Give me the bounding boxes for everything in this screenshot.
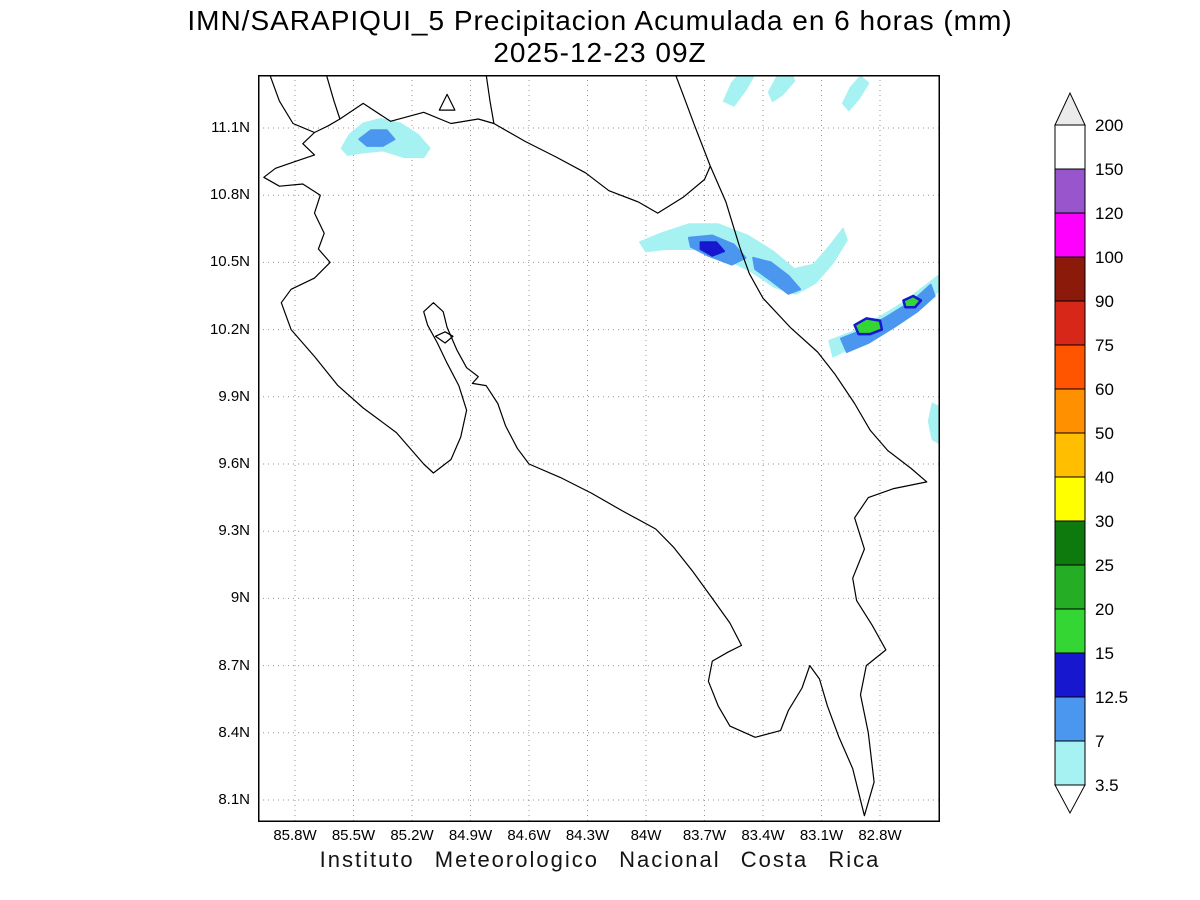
precip-patch-top-streak-1 (723, 75, 756, 107)
colorbar-band (1054, 168, 1086, 214)
precip-patches (340, 75, 940, 445)
lon-tick-label: 83.7W (682, 827, 727, 844)
colorbar-tick-label: 30 (1095, 512, 1114, 531)
colorbar-tick-label: 50 (1095, 424, 1114, 443)
lon-tick-label: 83.1W (799, 827, 844, 844)
precip-patch-se-band-blue (840, 283, 936, 353)
map-canvas (258, 75, 940, 822)
colorbar-tick-label: 15 (1095, 644, 1114, 663)
precip-patch-se-green-1 (853, 317, 884, 336)
colorbar-band (1054, 520, 1086, 566)
pacific-caribbean-coastline (263, 75, 928, 817)
colorbar-tick-label: 40 (1095, 468, 1114, 487)
colorbar-tick-label: 90 (1095, 292, 1114, 311)
lat-tick-label: 8.4N (218, 723, 250, 741)
colorbar-band (1054, 344, 1086, 390)
lon-tick-label: 84.6W (507, 827, 551, 844)
plot-frame (258, 75, 940, 822)
colorbar-band (1054, 564, 1086, 610)
colorbar-tick-label: 100 (1095, 248, 1123, 267)
solentiname-island (438, 93, 456, 111)
gridlines (258, 75, 940, 822)
colorbar-band (1054, 476, 1086, 522)
precip-patch-east-edge-sliver (927, 402, 940, 445)
colorbar-band (1054, 608, 1086, 654)
colorbar-band (1054, 740, 1086, 786)
lat-tick-label: 8.7N (218, 656, 250, 674)
precip-patch-central-band-blue-east (752, 256, 802, 295)
colorbar-tick-label: 150 (1095, 160, 1123, 179)
lat-tick-label: 8.1N (218, 791, 250, 808)
colorbar-band (1054, 300, 1086, 346)
footer-caption: Instituto Meteorologico Nacional Costa R… (319, 847, 881, 872)
precip-patch-nw-blob-blue (358, 129, 396, 147)
lon-tick-label: 82.8W (858, 827, 902, 844)
chart-subtitle: 2025-12-23 09Z (493, 37, 707, 68)
lat-tick-label: 9.9N (218, 387, 250, 405)
precip-patch-central-band-core (699, 241, 725, 257)
lon-tick-label: 85.2W (390, 827, 434, 844)
colorbar-band (1054, 432, 1086, 478)
precip-patch-se-green-2 (902, 294, 923, 309)
colorbar-band (1054, 256, 1086, 302)
colorbar-band (1054, 212, 1086, 258)
lon-tick-label: 85.5W (331, 827, 376, 844)
lat-tick-label: 11.1N (211, 119, 250, 136)
colorbar-tick-label: 200 (1095, 116, 1123, 135)
lat-tick-label: 10.5N (209, 253, 250, 271)
colorbar: 3.5 7 12.5 15 20 25 30 40 50 60 75 90 100 120 150 200 (1054, 91, 1128, 815)
coastlines (263, 75, 928, 817)
lon-tick-label: 83.4W (741, 827, 785, 844)
lat-tick-label: 10.8N (209, 186, 250, 204)
colorbar-band (1054, 124, 1086, 170)
chira-island (434, 331, 454, 344)
colorbar-tick-label: 12.5 (1095, 688, 1128, 707)
chart-title: IMN/SARAPIQUI_5 Precipitacion Acumulada … (187, 5, 1013, 36)
lat-tick-label: 9N (230, 589, 250, 607)
lon-tick-label: 85.8W (273, 827, 317, 844)
precip-patch-top-streak-3 (842, 75, 870, 112)
san-juan-river-border (493, 122, 711, 214)
lon-tick-label: 84.3W (565, 827, 610, 844)
colorbar-band (1054, 696, 1086, 742)
lon-tick-label: 84W (630, 827, 662, 844)
colorbar-under-triangle (1054, 784, 1086, 815)
lake-nicaragua-shore (325, 75, 495, 125)
colorbar-tick-label: 3.5 (1095, 776, 1119, 795)
colorbar-tick-label: 7 (1095, 732, 1104, 751)
precip-patch-top-streak-2 (767, 75, 796, 103)
colorbar-tick-label: 120 (1095, 204, 1123, 223)
lat-tick-label: 9.3N (218, 522, 250, 540)
colorbar-tick-label: 25 (1095, 556, 1114, 575)
colorbar-band (1054, 652, 1086, 698)
lon-tick-label: 84.9W (448, 827, 493, 844)
colorbar-over-triangle (1054, 91, 1086, 126)
colorbar-tick-label: 75 (1095, 336, 1114, 355)
lat-tick-label: 9.6N (218, 455, 250, 472)
colorbar-tick-label: 60 (1095, 380, 1114, 399)
colorbar-tick-label: 20 (1095, 600, 1114, 619)
nicaragua-border-segment (314, 118, 341, 134)
colorbar-band (1054, 388, 1086, 434)
lat-tick-label: 10.2N (209, 320, 250, 338)
